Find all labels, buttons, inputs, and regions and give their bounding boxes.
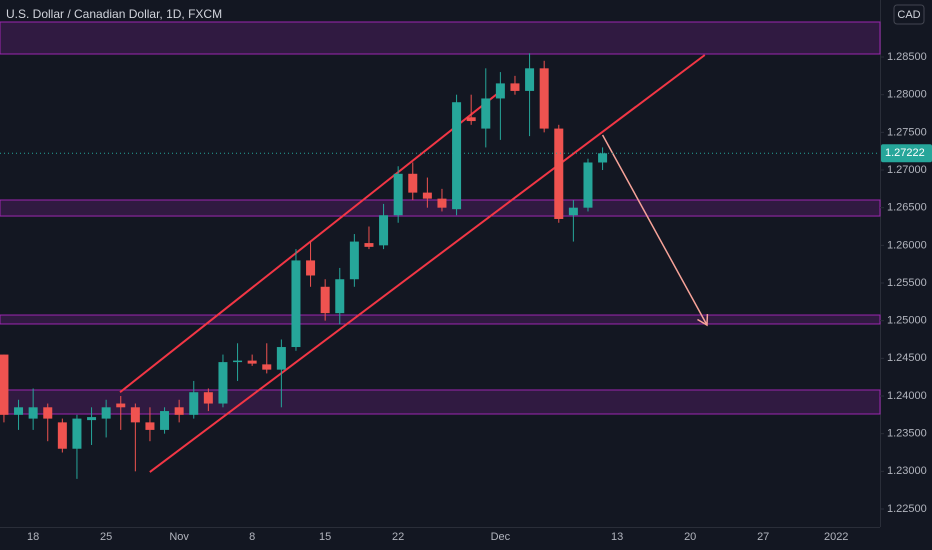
candle-body bbox=[247, 360, 257, 364]
y-tick-label: 1.23000 bbox=[887, 465, 927, 477]
candle-body bbox=[262, 364, 272, 370]
currency-box[interactable] bbox=[893, 4, 925, 25]
y-tick-label: 1.24500 bbox=[887, 352, 927, 364]
trendline bbox=[119, 90, 501, 394]
candle-body bbox=[408, 173, 418, 193]
candle-body bbox=[276, 347, 286, 370]
candle-body bbox=[466, 117, 476, 122]
x-tick-label: 2022 bbox=[824, 531, 848, 543]
candle-body bbox=[349, 241, 359, 280]
candle-body bbox=[174, 407, 184, 415]
y-tick-label: 1.23500 bbox=[887, 428, 927, 440]
candle-body bbox=[14, 407, 24, 415]
y-tick-label: 1.27500 bbox=[887, 126, 927, 138]
candle-body bbox=[72, 418, 82, 449]
x-tick-label: Dec bbox=[491, 531, 511, 543]
candle-body bbox=[379, 215, 389, 246]
candle-body bbox=[510, 83, 520, 91]
x-tick-label: 8 bbox=[249, 531, 255, 543]
candle-body bbox=[598, 153, 608, 163]
candle-body bbox=[160, 411, 170, 430]
candle-body bbox=[568, 207, 578, 216]
x-tick-label: 15 bbox=[319, 531, 331, 543]
candle-body bbox=[525, 68, 535, 91]
candle-body bbox=[495, 83, 505, 99]
candle-body bbox=[233, 360, 243, 363]
candle-body bbox=[145, 422, 155, 430]
candle-body bbox=[583, 162, 593, 208]
candle-body bbox=[130, 407, 140, 423]
y-tick-label: 1.25000 bbox=[887, 315, 927, 327]
arrow-head bbox=[697, 314, 709, 327]
y-tick-label: 1.27000 bbox=[887, 164, 927, 176]
y-tick-label: 1.25500 bbox=[887, 277, 927, 289]
last-price-label: 1.27222 bbox=[885, 147, 925, 159]
zone bbox=[0, 314, 881, 325]
candle-body bbox=[481, 98, 491, 129]
candle-body bbox=[101, 407, 111, 419]
x-tick-label: 18 bbox=[27, 531, 39, 543]
x-tick-label: 20 bbox=[684, 531, 696, 543]
candle-body bbox=[452, 102, 462, 210]
candle-body bbox=[320, 286, 330, 314]
candle-body bbox=[116, 403, 126, 408]
candle-body bbox=[189, 392, 199, 415]
candle-body bbox=[539, 68, 549, 129]
candle-body bbox=[306, 260, 316, 276]
candle-body bbox=[28, 407, 38, 419]
zone bbox=[0, 21, 881, 55]
candle-body bbox=[57, 422, 67, 449]
candle-body bbox=[393, 173, 403, 216]
candle-body bbox=[554, 128, 564, 219]
y-tick-label: 1.28500 bbox=[887, 51, 927, 63]
x-tick-label: 25 bbox=[100, 531, 112, 543]
candle-body bbox=[422, 192, 432, 199]
currency: CAD bbox=[897, 9, 920, 21]
arrow bbox=[601, 134, 708, 326]
candle-body bbox=[218, 362, 228, 404]
y-tick-label: 1.26500 bbox=[887, 202, 927, 214]
x-tick-label: 13 bbox=[611, 531, 623, 543]
candle-body bbox=[0, 354, 9, 415]
candle-body bbox=[203, 392, 213, 404]
x-tick-label: 22 bbox=[392, 531, 404, 543]
zone bbox=[0, 389, 881, 415]
candle-body bbox=[43, 407, 53, 419]
x-tick-label: 27 bbox=[757, 531, 769, 543]
y-tick-label: 1.22500 bbox=[887, 503, 927, 515]
x-tick-label: Nov bbox=[169, 531, 189, 543]
candle-body bbox=[87, 417, 97, 421]
y-tick-label: 1.26000 bbox=[887, 239, 927, 251]
y-tick-label: 1.28000 bbox=[887, 89, 927, 101]
y-tick-label: 1.24000 bbox=[887, 390, 927, 402]
chart-title: U.S. Dollar / Canadian Dollar, 1D, FXCM bbox=[6, 7, 222, 21]
candle-body bbox=[291, 260, 301, 348]
candle-body bbox=[364, 243, 374, 247]
trendline bbox=[149, 54, 706, 473]
candle-body bbox=[335, 279, 345, 314]
candle-body bbox=[437, 198, 447, 208]
last-price-tag bbox=[881, 144, 932, 163]
